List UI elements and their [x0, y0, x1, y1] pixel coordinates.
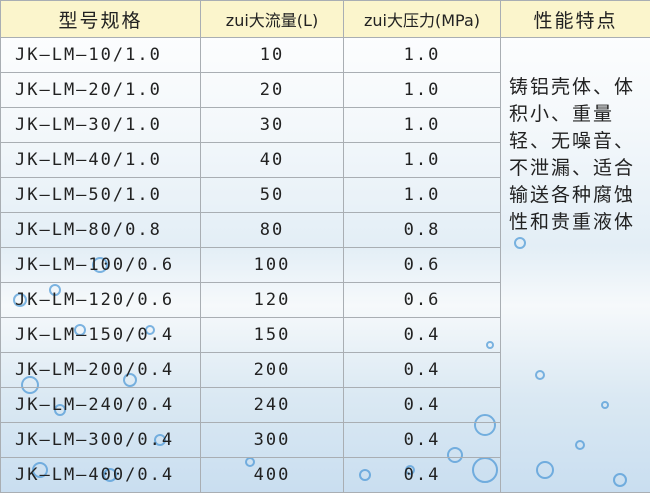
table-row: JK—LM—80/0.8 80 0.8	[0, 212, 650, 248]
flow-cell: 20	[200, 72, 344, 108]
model-cell: JK—LM—100/0.6	[0, 247, 201, 283]
header-pressure: zui大压力(MPa)	[343, 0, 501, 38]
table-row: JK—LM—40/1.0 40 1.0	[0, 142, 650, 178]
table-row: JK—LM—10/1.0 10 1.0 铸铝壳体、体积小、重量轻、无噪音、不泄漏、适合…	[0, 37, 650, 493]
header-flow: zui大流量(L)	[200, 0, 344, 38]
model-cell: JK—LM—200/0.4	[0, 352, 201, 388]
features-cell: 铸铝壳体、体积小、重量轻、无噪音、不泄漏、适合输送各种腐蚀性和贵重液体	[500, 37, 650, 493]
pressure-cell: 0.4	[343, 352, 501, 388]
table-row: JK—LM—100/0.6 100 0.6	[0, 247, 650, 283]
flow-cell: 40	[200, 142, 344, 178]
header-features: 性能特点	[500, 0, 650, 38]
table-row: JK—LM—30/1.0 30 1.0	[0, 107, 650, 143]
model-cell: JK—LM—300/0.4	[0, 422, 201, 458]
model-cell: JK—LM—50/1.0	[0, 177, 201, 213]
model-cell: JK—LM—40/1.0	[0, 142, 201, 178]
flow-cell: 30	[200, 107, 344, 143]
flow-cell: 50	[200, 177, 344, 213]
pressure-cell: 1.0	[343, 107, 501, 143]
flow-cell: 120	[200, 282, 344, 318]
table-row: JK—LM—50/1.0 50 1.0	[0, 177, 650, 213]
flow-cell: 10	[200, 37, 344, 73]
pressure-cell: 0.6	[343, 247, 501, 283]
pressure-cell: 0.4	[343, 457, 501, 493]
flow-cell: 400	[200, 457, 344, 493]
header-model: 型号规格	[0, 0, 201, 38]
pressure-cell: 1.0	[343, 37, 501, 73]
pressure-cell: 0.4	[343, 422, 501, 458]
table-row: JK—LM—400/0.4 400 0.4	[0, 457, 650, 493]
pressure-cell: 1.0	[343, 142, 501, 178]
flow-cell: 240	[200, 387, 344, 423]
pressure-cell: 1.0	[343, 177, 501, 213]
model-cell: JK—LM—240/0.4	[0, 387, 201, 423]
table-row: JK—LM—300/0.4 300 0.4	[0, 422, 650, 458]
pressure-cell: 0.4	[343, 387, 501, 423]
pressure-cell: 1.0	[343, 72, 501, 108]
table-row: JK—LM—200/0.4 200 0.4	[0, 352, 650, 388]
pressure-cell: 0.6	[343, 282, 501, 318]
model-cell: JK—LM—30/1.0	[0, 107, 201, 143]
flow-cell: 300	[200, 422, 344, 458]
flow-cell: 100	[200, 247, 344, 283]
model-cell: JK—LM—150/0.4	[0, 317, 201, 353]
flow-cell: 200	[200, 352, 344, 388]
pressure-cell: 0.8	[343, 212, 501, 248]
model-cell: JK—LM—20/1.0	[0, 72, 201, 108]
flow-cell: 150	[200, 317, 344, 353]
table-row: JK—LM—240/0.4 240 0.4	[0, 387, 650, 423]
model-cell: JK—LM—10/1.0	[0, 37, 201, 73]
flow-cell: 80	[200, 212, 344, 248]
pressure-cell: 0.4	[343, 317, 501, 353]
model-cell: JK—LM—400/0.4	[0, 457, 201, 493]
header-row: 型号规格 zui大流量(L) zui大压力(MPa) 性能特点	[0, 0, 650, 38]
model-cell: JK—LM—80/0.8	[0, 212, 201, 248]
model-cell: JK—LM—120/0.6	[0, 282, 201, 318]
